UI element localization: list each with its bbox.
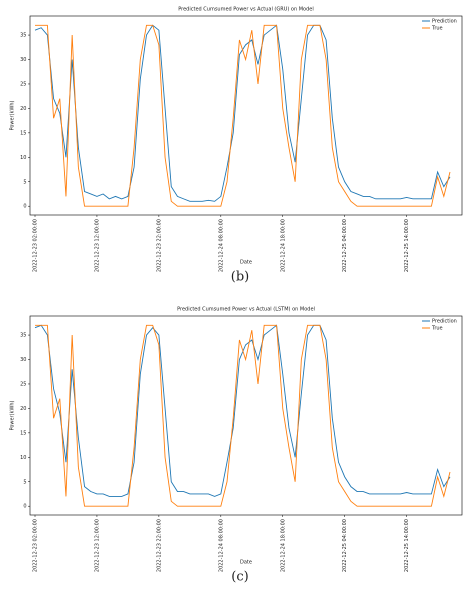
plot-frame	[29, 315, 463, 516]
x-tick-label: 2022-12-23 02:00:00	[33, 519, 39, 572]
legend-label: Prediction	[432, 319, 457, 325]
chart-title: Predicted Cumsumed Power vs Actual (LSTM…	[177, 307, 315, 313]
x-tick-label: 2022-12-23 12:00:00	[94, 219, 100, 272]
y-tick-label: 10	[20, 455, 26, 461]
x-axis-label: Date	[240, 260, 252, 266]
y-tick-label: 5	[23, 179, 26, 185]
x-tick-label: 2022-12-23 22:00:00	[156, 219, 162, 272]
y-tick-label: 0	[23, 204, 26, 210]
y-tick-label: 15	[20, 430, 26, 436]
x-tick-label: 2022-12-24 08:00:00	[218, 519, 224, 572]
y-tick-label: 5	[23, 479, 26, 485]
y-tick-label: 35	[20, 33, 26, 39]
x-tick-label: 2022-12-25 04:00:00	[342, 519, 348, 572]
y-tick-label: 30	[20, 57, 26, 63]
series-line	[35, 24, 451, 207]
x-tick-label: 2022-12-23 22:00:00	[156, 519, 162, 572]
x-tick-label: 2022-12-25 04:00:00	[342, 219, 348, 272]
x-tick-label: 2022-12-24 18:00:00	[280, 219, 286, 272]
x-tick-label: 2022-12-24 18:00:00	[280, 519, 286, 572]
chart-title: Predicted Cumsumed Power vs Actual (GRU)…	[178, 7, 314, 13]
series-line	[34, 324, 451, 497]
x-tick-label: 2022-12-23 02:00:00	[33, 219, 39, 272]
y-axis-label: Power(kWh)	[10, 400, 16, 430]
y-tick-label: 10	[20, 155, 26, 161]
y-tick-label: 35	[20, 333, 26, 339]
x-tick-label: 2022-12-24 08:00:00	[218, 219, 224, 272]
y-axis-label: Power(kWh)	[10, 100, 16, 130]
series-line	[35, 324, 451, 507]
legend-label: True	[431, 326, 443, 332]
y-tick-label: 25	[20, 381, 26, 387]
y-tick-label: 15	[20, 130, 26, 136]
series-line	[34, 24, 451, 202]
x-tick-label: 2022-12-25 14:00:00	[404, 519, 410, 572]
plot-frame	[29, 15, 463, 216]
legend-label: True	[431, 26, 443, 32]
caption: (b)	[231, 270, 249, 285]
y-tick-label: 30	[20, 357, 26, 363]
x-axis-label: Date	[240, 560, 252, 566]
y-tick-label: 25	[20, 81, 26, 87]
caption: (c)	[231, 570, 248, 585]
x-tick-label: 2022-12-25 14:00:00	[404, 219, 410, 272]
legend-label: Prediction	[432, 19, 457, 25]
x-tick-label: 2022-12-23 12:00:00	[94, 519, 100, 572]
y-tick-label: 0	[23, 504, 26, 510]
y-tick-label: 20	[20, 406, 26, 412]
y-tick-label: 20	[20, 106, 26, 112]
